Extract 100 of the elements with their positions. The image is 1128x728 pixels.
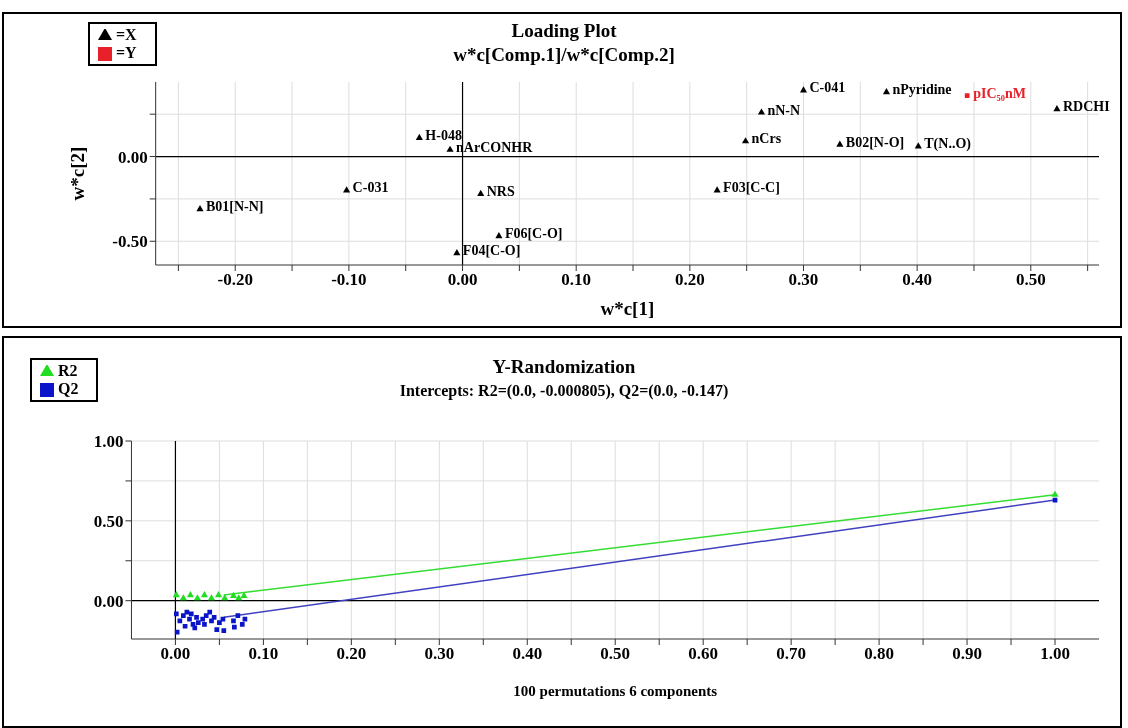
point [235, 594, 243, 601]
point [186, 590, 194, 598]
y-tick-label: 1.00 [93, 432, 124, 452]
x-tick-label: 0.00 [160, 644, 191, 664]
point [207, 594, 216, 601]
point [235, 613, 241, 619]
data-label: nN-N [767, 102, 801, 118]
data-label: NRS [486, 183, 515, 199]
point [179, 594, 187, 601]
x-tick-label: 0.00 [447, 270, 478, 290]
data-label: B02[N-O] [845, 134, 905, 150]
point [207, 609, 213, 615]
data-label: pIC₅₀nM [973, 85, 1026, 101]
point [177, 618, 183, 624]
point [193, 594, 201, 601]
point [200, 590, 209, 598]
legend-label: =Y [116, 44, 137, 61]
legend-label: Q2 [58, 380, 79, 397]
x-tick-label: -0.10 [331, 270, 367, 290]
x-tick-label: -0.20 [217, 270, 253, 290]
point [217, 620, 222, 626]
legend-label: R2 [58, 362, 78, 379]
x-tick-label: 0.40 [512, 644, 543, 664]
point [221, 628, 227, 634]
point [741, 137, 750, 144]
data-label: F04[C-O] [462, 243, 521, 259]
x-tick-label: 0.70 [776, 644, 807, 664]
point [343, 186, 351, 193]
chart-subtitle: w*c[Comp.1]/w*c[Comp.2] [453, 44, 675, 65]
x-axis-title: 100 permutations 6 components [513, 683, 718, 699]
data-label: F06[C-O] [504, 226, 563, 242]
point [196, 204, 204, 212]
point [242, 616, 248, 622]
point [757, 108, 766, 115]
chart-subtitle: Intercepts: R2=(0.0, -0.000805), Q2=(0.0, -0.147) [399, 382, 729, 399]
data-label: B01[N-N] [206, 199, 264, 215]
point [192, 625, 198, 631]
x-tick-label: 0.10 [561, 270, 592, 290]
point [202, 622, 207, 627]
legend-label: =X [116, 26, 137, 43]
point [477, 189, 485, 196]
point [194, 615, 199, 620]
point [1051, 490, 1059, 497]
point [195, 620, 201, 626]
x-tick-label: 0.90 [952, 644, 982, 664]
point [221, 594, 229, 601]
chart-title: Y-Randomization [492, 356, 636, 377]
point [231, 618, 236, 624]
x-tick-label: 0.20 [674, 270, 705, 290]
point [173, 611, 179, 617]
data-label: nCrs [751, 131, 782, 147]
point [214, 627, 220, 632]
point [220, 616, 226, 622]
point [172, 590, 180, 598]
x-axis-title: w*c[1] [600, 298, 655, 319]
y-tick-label: -0.50 [112, 232, 148, 252]
point [239, 622, 245, 627]
point [964, 93, 970, 98]
x-tick-label: 0.40 [902, 270, 933, 290]
x-tick-label: 0.80 [864, 644, 894, 664]
point [200, 616, 206, 622]
data-label: F03[C-C] [723, 180, 780, 196]
x-tick-label: 0.50 [1015, 270, 1046, 290]
point [836, 140, 844, 147]
x-tick-label: 0.20 [336, 644, 367, 664]
point [799, 86, 808, 93]
point [1053, 105, 1061, 112]
point [188, 611, 194, 617]
point [495, 232, 503, 239]
chart-title: Loading Plot [511, 20, 617, 41]
data-label: C-031 [352, 180, 389, 196]
point [232, 624, 237, 630]
point [415, 133, 423, 140]
point [446, 145, 454, 152]
point [713, 186, 721, 193]
point [181, 613, 186, 619]
y-tick-label: 0.50 [93, 511, 124, 531]
data-label: H-048 [425, 127, 462, 143]
point [211, 615, 217, 620]
point [240, 591, 248, 598]
x-tick-label: 0.50 [600, 644, 631, 664]
x-tick-label: 0.60 [688, 644, 719, 664]
data-label: nPyridine [892, 82, 952, 98]
point [174, 629, 180, 635]
point [229, 591, 238, 598]
data-label: T(N..O) [924, 136, 972, 153]
y-axis-title: w*c[2] [67, 146, 89, 201]
x-tick-label: 0.10 [248, 644, 279, 664]
data-label: RDCHI [1062, 99, 1110, 115]
point [882, 88, 891, 95]
data-label: C-041 [809, 80, 846, 96]
point [214, 590, 223, 598]
x-tick-label: 0.30 [424, 644, 455, 664]
y-tick-label: 0.00 [93, 591, 124, 611]
point [453, 249, 461, 256]
point [184, 609, 190, 615]
x-tick-label: 1.00 [1040, 644, 1070, 664]
point [187, 616, 192, 622]
point [182, 623, 188, 629]
x-tick-label: 0.30 [788, 270, 819, 290]
